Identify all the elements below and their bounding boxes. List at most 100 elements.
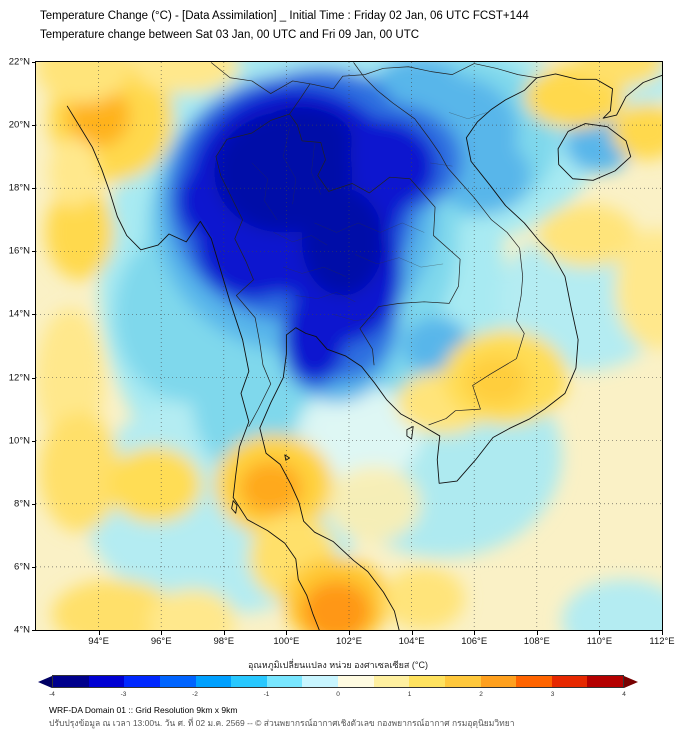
axis-tick xyxy=(32,440,36,442)
axis-tick xyxy=(599,631,601,635)
field-blob xyxy=(615,229,662,350)
field-blob xyxy=(383,566,465,630)
province-line xyxy=(311,144,320,194)
colorbar-segment xyxy=(587,676,623,687)
province-line xyxy=(283,267,346,276)
colorbar-tick-label: -1 xyxy=(263,691,270,698)
colorbar-segment xyxy=(124,676,160,687)
hainan-island xyxy=(558,124,631,181)
field-blob xyxy=(36,62,130,103)
lat-tick-label: 12°N xyxy=(8,372,30,384)
grid-lines xyxy=(36,62,662,630)
lat-tick-label: 6°N xyxy=(14,561,30,573)
lon-tick-label: 100°E xyxy=(273,636,300,647)
axis-tick xyxy=(286,631,288,635)
lon-tick-label: 112°E xyxy=(649,636,675,647)
colorbar-label: อุณหภูมิเปลี่ยนแปลง หน่วย องศาเซลเซียส (… xyxy=(248,660,428,670)
colorbar-segment xyxy=(266,676,303,687)
province-line xyxy=(449,112,487,118)
field-blob xyxy=(464,355,528,406)
small-islands xyxy=(232,426,414,513)
province-line xyxy=(283,128,296,204)
field-blob xyxy=(45,185,115,280)
field-blob xyxy=(327,465,421,542)
border-thailand-laos-cambodia xyxy=(216,114,460,365)
province-line xyxy=(333,314,374,320)
colorbar-tick-label: 4 xyxy=(622,691,626,698)
axis-tick xyxy=(662,631,663,635)
colorbar-tick-label: 1 xyxy=(407,691,412,698)
lat-tick-label: 22°N xyxy=(8,56,30,68)
field-blob xyxy=(148,588,237,630)
lon-tick-label: 98°E xyxy=(213,636,235,647)
country-borders xyxy=(211,63,537,427)
colorbar-segment xyxy=(551,676,588,687)
axis-tick xyxy=(32,251,36,253)
field-blob xyxy=(612,103,662,160)
page-subtitle: Temperature change between Sat 03 Jan, 0… xyxy=(40,29,420,41)
border-mekong-north xyxy=(290,84,310,114)
colorbar-segment xyxy=(516,676,552,687)
colorbar-tick-label: 0 xyxy=(336,691,340,698)
lat-tick-label: 16°N xyxy=(8,245,30,257)
axis-tick xyxy=(474,631,476,635)
axis-tick xyxy=(411,631,413,635)
border-laos-vietnam-cambodia xyxy=(354,63,525,425)
colorbar-segment xyxy=(231,676,267,687)
axis-tick xyxy=(32,630,36,631)
province-line xyxy=(252,163,277,220)
axis-tick xyxy=(32,62,36,63)
axis-tick xyxy=(32,377,36,379)
colorbar-left-arrow xyxy=(38,675,52,688)
province-line xyxy=(274,232,327,245)
lat-tick-label: 10°N xyxy=(8,435,30,447)
colorbar-tick-label: -4 xyxy=(49,691,55,698)
colorbar-segment xyxy=(53,676,89,687)
colorbar-tick-label: -2 xyxy=(192,691,198,698)
lat-tick-label: 4°N xyxy=(14,624,30,636)
colorbar-segment xyxy=(338,676,374,687)
lat-tick-label: 20°N xyxy=(8,119,30,131)
field-blob xyxy=(302,581,371,630)
lon-tick-label: 104°E xyxy=(398,636,425,647)
field-blob xyxy=(51,579,177,630)
axis-tick xyxy=(32,503,36,505)
field-blob xyxy=(302,188,384,296)
province-line xyxy=(430,163,452,166)
axis-tick xyxy=(32,188,36,190)
axis-tick xyxy=(32,314,36,316)
axis-tick xyxy=(32,566,36,568)
colorbar-segment xyxy=(195,676,232,687)
axis-tick xyxy=(536,631,538,635)
geography xyxy=(67,63,662,630)
colorbar-segment xyxy=(159,676,196,687)
lon-tick-label: 102°E xyxy=(336,636,362,647)
page-title: Temperature Change (°C) - [Data Assimila… xyxy=(40,10,529,22)
colorbar-segment xyxy=(409,676,445,687)
coastline-west xyxy=(67,106,319,630)
field-blob xyxy=(561,579,662,630)
axis-tick xyxy=(349,631,350,635)
map-canvas xyxy=(36,62,662,630)
province-line xyxy=(315,223,425,232)
province-line xyxy=(355,254,443,267)
lon-tick-label: 110°E xyxy=(586,636,613,647)
colorbar-tick-label: 2 xyxy=(479,691,483,698)
field-blob xyxy=(133,62,240,94)
colorbar-ticks: -4 -3 -2 -1 0 1 2 3 4 xyxy=(49,691,626,701)
colorbar-tick-label: 3 xyxy=(550,691,555,698)
colorbar-segment xyxy=(88,676,125,687)
footer-agency-info: ปรับปรุงข้อมูล ณ เวลา 13:00น. วัน ศ. ที่… xyxy=(49,718,515,728)
axis-tick xyxy=(161,631,163,635)
field-blob xyxy=(295,383,421,485)
axis-tick xyxy=(98,631,100,635)
axis-tick xyxy=(32,125,36,127)
colorbar-segment xyxy=(302,676,338,687)
field-blob xyxy=(48,137,99,208)
lon-tick-label: 106°E xyxy=(461,636,488,647)
colorbar xyxy=(38,675,638,688)
lon-tick-label: 94°E xyxy=(88,636,109,647)
colorbar-right-arrow xyxy=(624,675,638,688)
footer-model-info: WRF-DA Domain 01 :: Grid Resolution 9km … xyxy=(49,705,238,715)
province-borders xyxy=(252,112,487,320)
